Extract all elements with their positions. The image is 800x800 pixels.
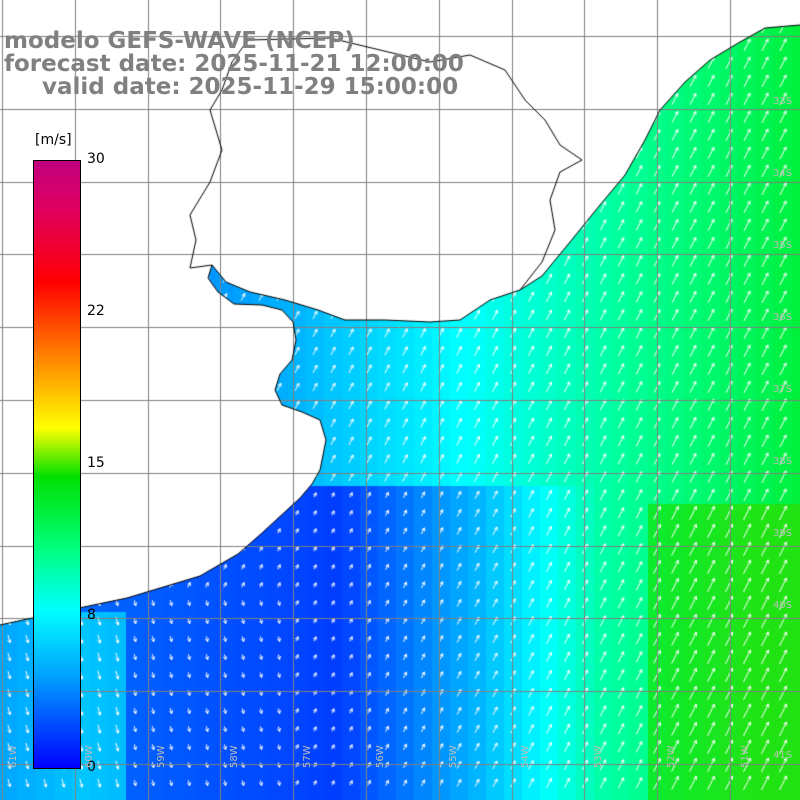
lat-label-35s: 35S [773,240,793,251]
lon-label-58w: 58W [229,745,240,768]
colorbar-units: [m/s] [35,132,72,148]
lat-label-41s: 41S [773,750,793,761]
colorbar-tick-0: 0 [87,759,96,775]
colorbar-tick-8: 8 [87,607,96,623]
lon-label-52w: 52W [666,745,677,768]
lat-label-34s: 34S [773,168,793,179]
colorbar-tick-30: 30 [87,151,105,167]
lon-label-55w: 55W [448,745,459,768]
lat-label-33s: 33S [773,96,793,107]
lon-label-57w: 57W [302,745,313,768]
colorbar [33,160,81,769]
lon-label-60w: 60W [84,745,95,768]
lon-label-53w: 53W [593,745,604,768]
colorbar-tick-15: 15 [87,455,105,471]
model-name: modelo GEFS-WAVE (NCEP) [4,28,355,54]
lon-label-54w: 54W [520,745,531,768]
lat-label-40s: 40S [773,600,793,611]
valid-date: valid date: 2025-11-29 15:00:00 [42,74,459,100]
forecast-date: forecast date: 2025-11-21 12:00:00 [4,51,464,77]
lat-label-37s: 37S [773,384,793,395]
lat-label-39s: 39S [773,528,793,539]
lon-label-56w: 56W [375,745,386,768]
lat-label-38s: 38S [773,456,793,467]
lon-label-61w: 61W [8,745,19,768]
lon-label-59w: 59W [156,745,167,768]
colorbar-tick-22: 22 [87,303,105,319]
lat-label-36s: 36S [773,312,793,323]
lon-label-51w: 51W [740,745,751,768]
